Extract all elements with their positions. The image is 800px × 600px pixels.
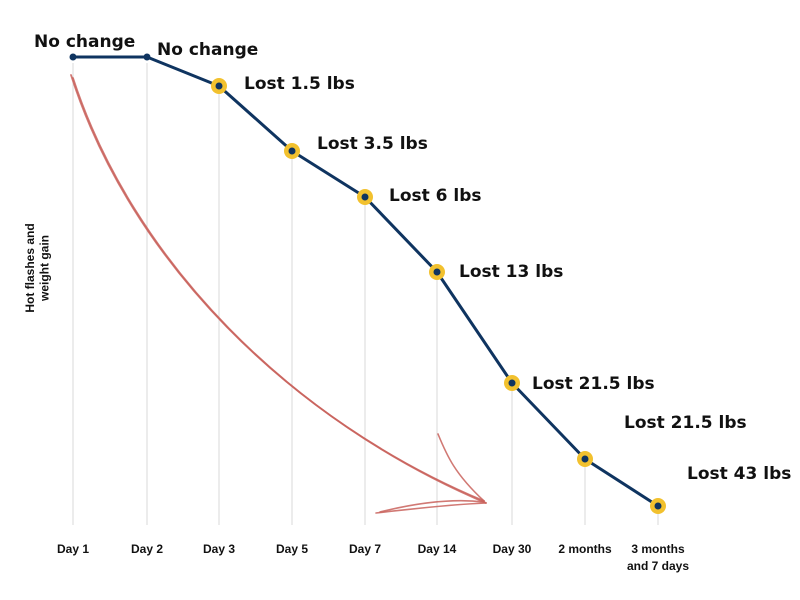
data-point: [288, 147, 296, 155]
x-tick-label: Day 3: [203, 542, 235, 556]
data-point: [69, 53, 77, 61]
data-label: Lost 13 lbs: [459, 262, 563, 282]
data-label: Lost 3.5 lbs: [317, 134, 428, 154]
x-tick-label-line: Day 30: [493, 542, 532, 556]
x-tick-label-line: Day 5: [276, 542, 308, 556]
data-point: [361, 193, 369, 201]
x-tick-label-line: Day 1: [57, 542, 89, 556]
data-label: No change: [157, 40, 258, 60]
data-point: [215, 82, 223, 90]
x-tick-labels: Day 1 Day 2 Day 3 Day 5 Day 7 Day 14 Day 30 2 m…: [57, 542, 689, 573]
y-axis-label-line: weight gain: [38, 235, 52, 302]
data-label: Lost 6 lbs: [389, 186, 482, 206]
x-tick-label: Day 5: [276, 542, 308, 556]
x-tick-label: 2 months: [558, 542, 612, 556]
arrow-stroke: [437, 433, 485, 502]
data-point: [508, 379, 516, 387]
arrow-stroke: [72, 77, 487, 504]
data-point: [581, 455, 589, 463]
x-tick-label-line: and 7 days: [627, 559, 689, 573]
y-axis-label: Hot flashes andweight gain: [23, 223, 51, 312]
x-tick-label-line: 2 months: [558, 542, 612, 556]
x-tick-label-line: 3 months: [631, 542, 685, 556]
x-tick-label: Day 14: [418, 542, 457, 556]
x-tick-label: Day 2: [131, 542, 163, 556]
x-tick-label: Day 7: [349, 542, 381, 556]
data-label: Lost 1.5 lbs: [244, 74, 355, 94]
x-tick-label: Day 1: [57, 542, 89, 556]
data-label: No change: [34, 32, 135, 52]
arrow-stroke: [379, 499, 485, 513]
markers-layer: [69, 53, 666, 514]
data-point: [654, 502, 662, 510]
y-axis-label-line: Hot flashes and: [23, 223, 37, 312]
x-tick-label-line: Day 2: [131, 542, 163, 556]
x-tick-label-line: Day 14: [418, 542, 457, 556]
data-label: Lost 21.5 lbs: [532, 374, 655, 394]
data-point: [143, 53, 151, 61]
data-label: Lost 43 lbs: [687, 464, 791, 484]
data-point: [433, 268, 441, 276]
x-tick-label-line: Day 3: [203, 542, 235, 556]
x-tick-label: 3 months and 7 days: [627, 542, 689, 573]
x-tick-label-line: Day 7: [349, 542, 381, 556]
arrow-stroke: [375, 502, 487, 514]
x-tick-label: Day 30: [493, 542, 532, 556]
decorative-arrow: [70, 74, 487, 514]
data-labels-layer: No change No change Lost 1.5 lbs Lost 3.5 l…: [34, 32, 791, 484]
data-label: Lost 21.5 lbs: [624, 413, 747, 433]
grid-layer: [72, 63, 659, 525]
